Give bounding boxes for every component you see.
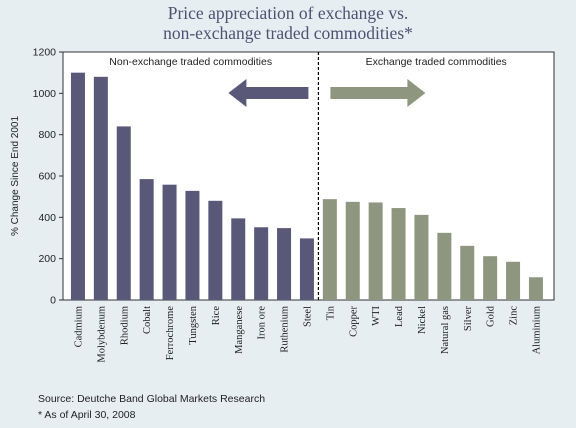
y-tick-label: 1000	[33, 88, 57, 100]
x-tick-label: Rice	[211, 306, 222, 326]
arrow-right-icon	[330, 79, 426, 107]
bar-tungsten	[185, 190, 200, 300]
group-label: Exchange traded commodities	[366, 56, 507, 68]
arrow-left-icon	[228, 79, 309, 107]
bar-copper	[345, 201, 360, 300]
x-tick-label: Cadmium	[73, 306, 84, 347]
bar-steel	[299, 238, 314, 300]
y-axis: 0 200 400 600 800 1000 1200	[33, 47, 63, 307]
bar-ruthenium	[277, 228, 292, 300]
group-annotations: Non-exchange traded commodities Exchange …	[109, 52, 507, 300]
x-tick-label: Ruthenium	[280, 306, 291, 353]
x-tick-label: Ferrochrome	[165, 306, 176, 361]
y-tick-label: 800	[38, 129, 56, 141]
bar-lead	[391, 208, 406, 300]
bar-gold	[483, 256, 498, 300]
bar-manganese	[231, 218, 246, 300]
y-tick-label: 0	[50, 295, 56, 307]
bar-wti	[368, 202, 383, 300]
x-tick-label: Manganese	[234, 306, 245, 354]
source-note: Source: Deutche Band Global Markets Rese…	[38, 393, 266, 405]
y-axis-label: % Change Since End 2001	[10, 116, 21, 237]
x-tick-label: Tin	[325, 305, 336, 320]
x-tick-label: Copper	[348, 306, 359, 337]
x-tick-labels: Cadmium Molybdenum Rhodium Cobalt Ferrochrom…	[73, 305, 542, 362]
footnote: * As of April 30, 2008	[38, 409, 136, 421]
bar-ferrochrome	[162, 184, 177, 300]
x-tick-label: Gold	[486, 305, 497, 327]
bar-tin	[322, 199, 337, 300]
x-tick-label: Natural gas	[440, 306, 451, 354]
bar-iron-ore	[254, 227, 269, 300]
y-tick-label: 600	[38, 171, 56, 183]
bar-rice	[208, 200, 223, 300]
x-tick-label: Lead	[394, 305, 405, 327]
x-tick-label: WTI	[371, 306, 382, 326]
x-tick-label: Nickel	[417, 306, 428, 334]
bar-cobalt	[139, 179, 154, 300]
bar-cadmium	[70, 72, 85, 301]
y-tick-label: 400	[38, 212, 56, 224]
bar-nickel	[414, 214, 429, 300]
bar-silver	[460, 245, 475, 300]
x-tick-label: Aluminium	[531, 306, 542, 354]
bar-natural-gas	[437, 232, 452, 300]
x-tick-label: Tungsten	[188, 305, 199, 344]
bar-zinc	[506, 261, 521, 300]
x-tick-label: Molybdenum	[96, 306, 107, 363]
x-tick-label: Iron ore	[257, 306, 268, 340]
x-tick-label: Rhodium	[119, 306, 130, 345]
y-tick-label: 1200	[33, 47, 57, 59]
x-tick-label: Cobalt	[142, 306, 153, 334]
bars	[70, 72, 543, 301]
chart-title-line-2: non-exchange traded commodities*	[163, 23, 413, 43]
bar-aluminium	[528, 277, 543, 300]
group-label: Non-exchange traded commodities	[109, 56, 272, 68]
y-tick-label: 200	[38, 253, 56, 265]
x-tick-label: Steel	[302, 306, 313, 327]
x-tick-label: Zinc	[509, 306, 520, 326]
bar-rhodium	[116, 126, 131, 301]
bar-molybdenum	[93, 76, 108, 300]
chart-title-line-1: Price appreciation of exchange vs.	[167, 3, 409, 23]
x-tick-label: Silver	[463, 306, 474, 332]
